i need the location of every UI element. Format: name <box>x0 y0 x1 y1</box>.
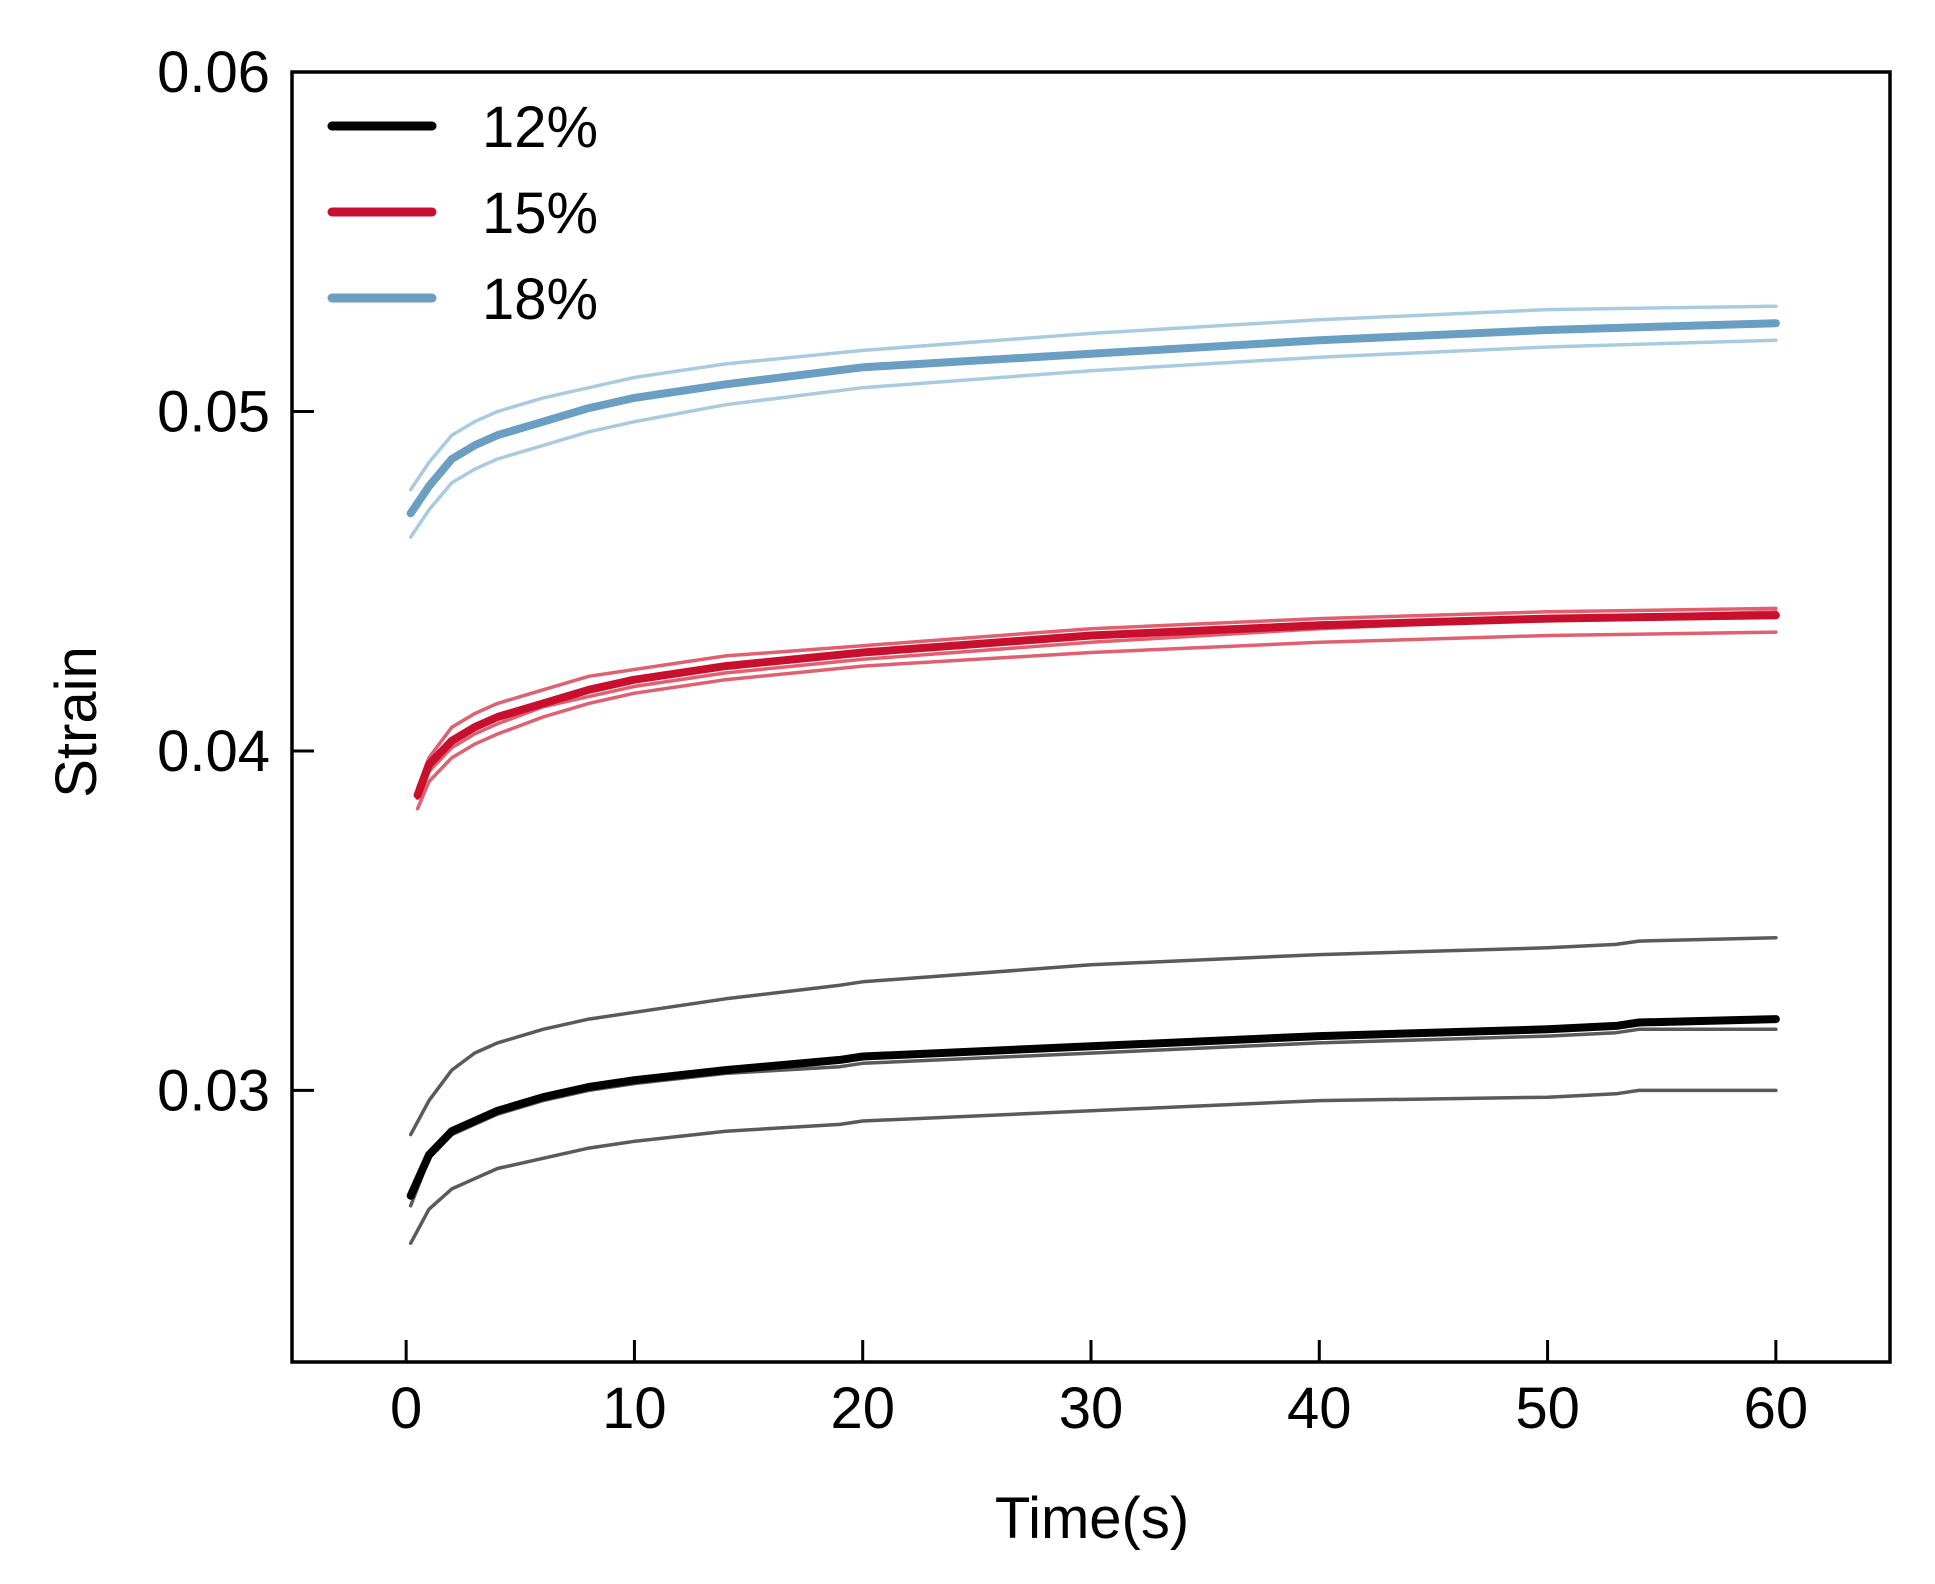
series-12% <box>406 935 1780 1245</box>
legend-label: 18% <box>482 267 598 332</box>
legend-item: 18% <box>327 267 598 332</box>
y-axis-title: Strain <box>44 646 109 798</box>
series-mean-line <box>406 1015 1780 1200</box>
series-band-line-upper <box>408 935 1778 1137</box>
series-mean-line <box>406 319 1780 518</box>
series-band-line-extra <box>415 610 1778 801</box>
series-band-line-upper <box>408 304 1778 492</box>
legend: 12% 15% 18% <box>327 95 598 332</box>
series-band-line-lower <box>415 630 1778 811</box>
legend-label: 12% <box>482 95 598 160</box>
x-tick-label: 60 <box>1744 1376 1809 1441</box>
x-tick-label: 50 <box>1515 1376 1580 1441</box>
legend-label: 15% <box>482 181 598 246</box>
series-band-line-lower <box>408 338 1778 539</box>
y-tick-label: 0.04 <box>157 719 270 784</box>
x-tick-label: 0 <box>390 1376 422 1441</box>
y-tick-label: 0.06 <box>157 40 270 105</box>
x-axis-ticks: 0 10 20 30 40 50 60 <box>390 1340 1808 1441</box>
series-18% <box>406 304 1780 539</box>
x-axis-title: Time(s) <box>995 1486 1189 1551</box>
y-tick-label: 0.03 <box>157 1058 270 1123</box>
x-tick-label: 30 <box>1059 1376 1124 1441</box>
x-tick-label: 10 <box>602 1376 667 1441</box>
series-mean-line <box>413 611 1780 800</box>
legend-item: 12% <box>327 95 598 160</box>
x-tick-label: 40 <box>1287 1376 1352 1441</box>
series-layer <box>406 304 1780 1245</box>
plot-frame <box>290 70 1892 1364</box>
y-axis-ticks: 0.03 0.04 0.05 0.06 <box>157 40 314 1123</box>
x-tick-label: 20 <box>830 1376 895 1441</box>
series-band-line-extra <box>408 1027 1778 1208</box>
y-tick-label: 0.05 <box>157 379 270 444</box>
series-band-line-lower <box>408 1088 1778 1245</box>
series-band-line-upper <box>415 606 1778 791</box>
series-15% <box>413 606 1780 811</box>
legend-item: 15% <box>327 181 598 246</box>
